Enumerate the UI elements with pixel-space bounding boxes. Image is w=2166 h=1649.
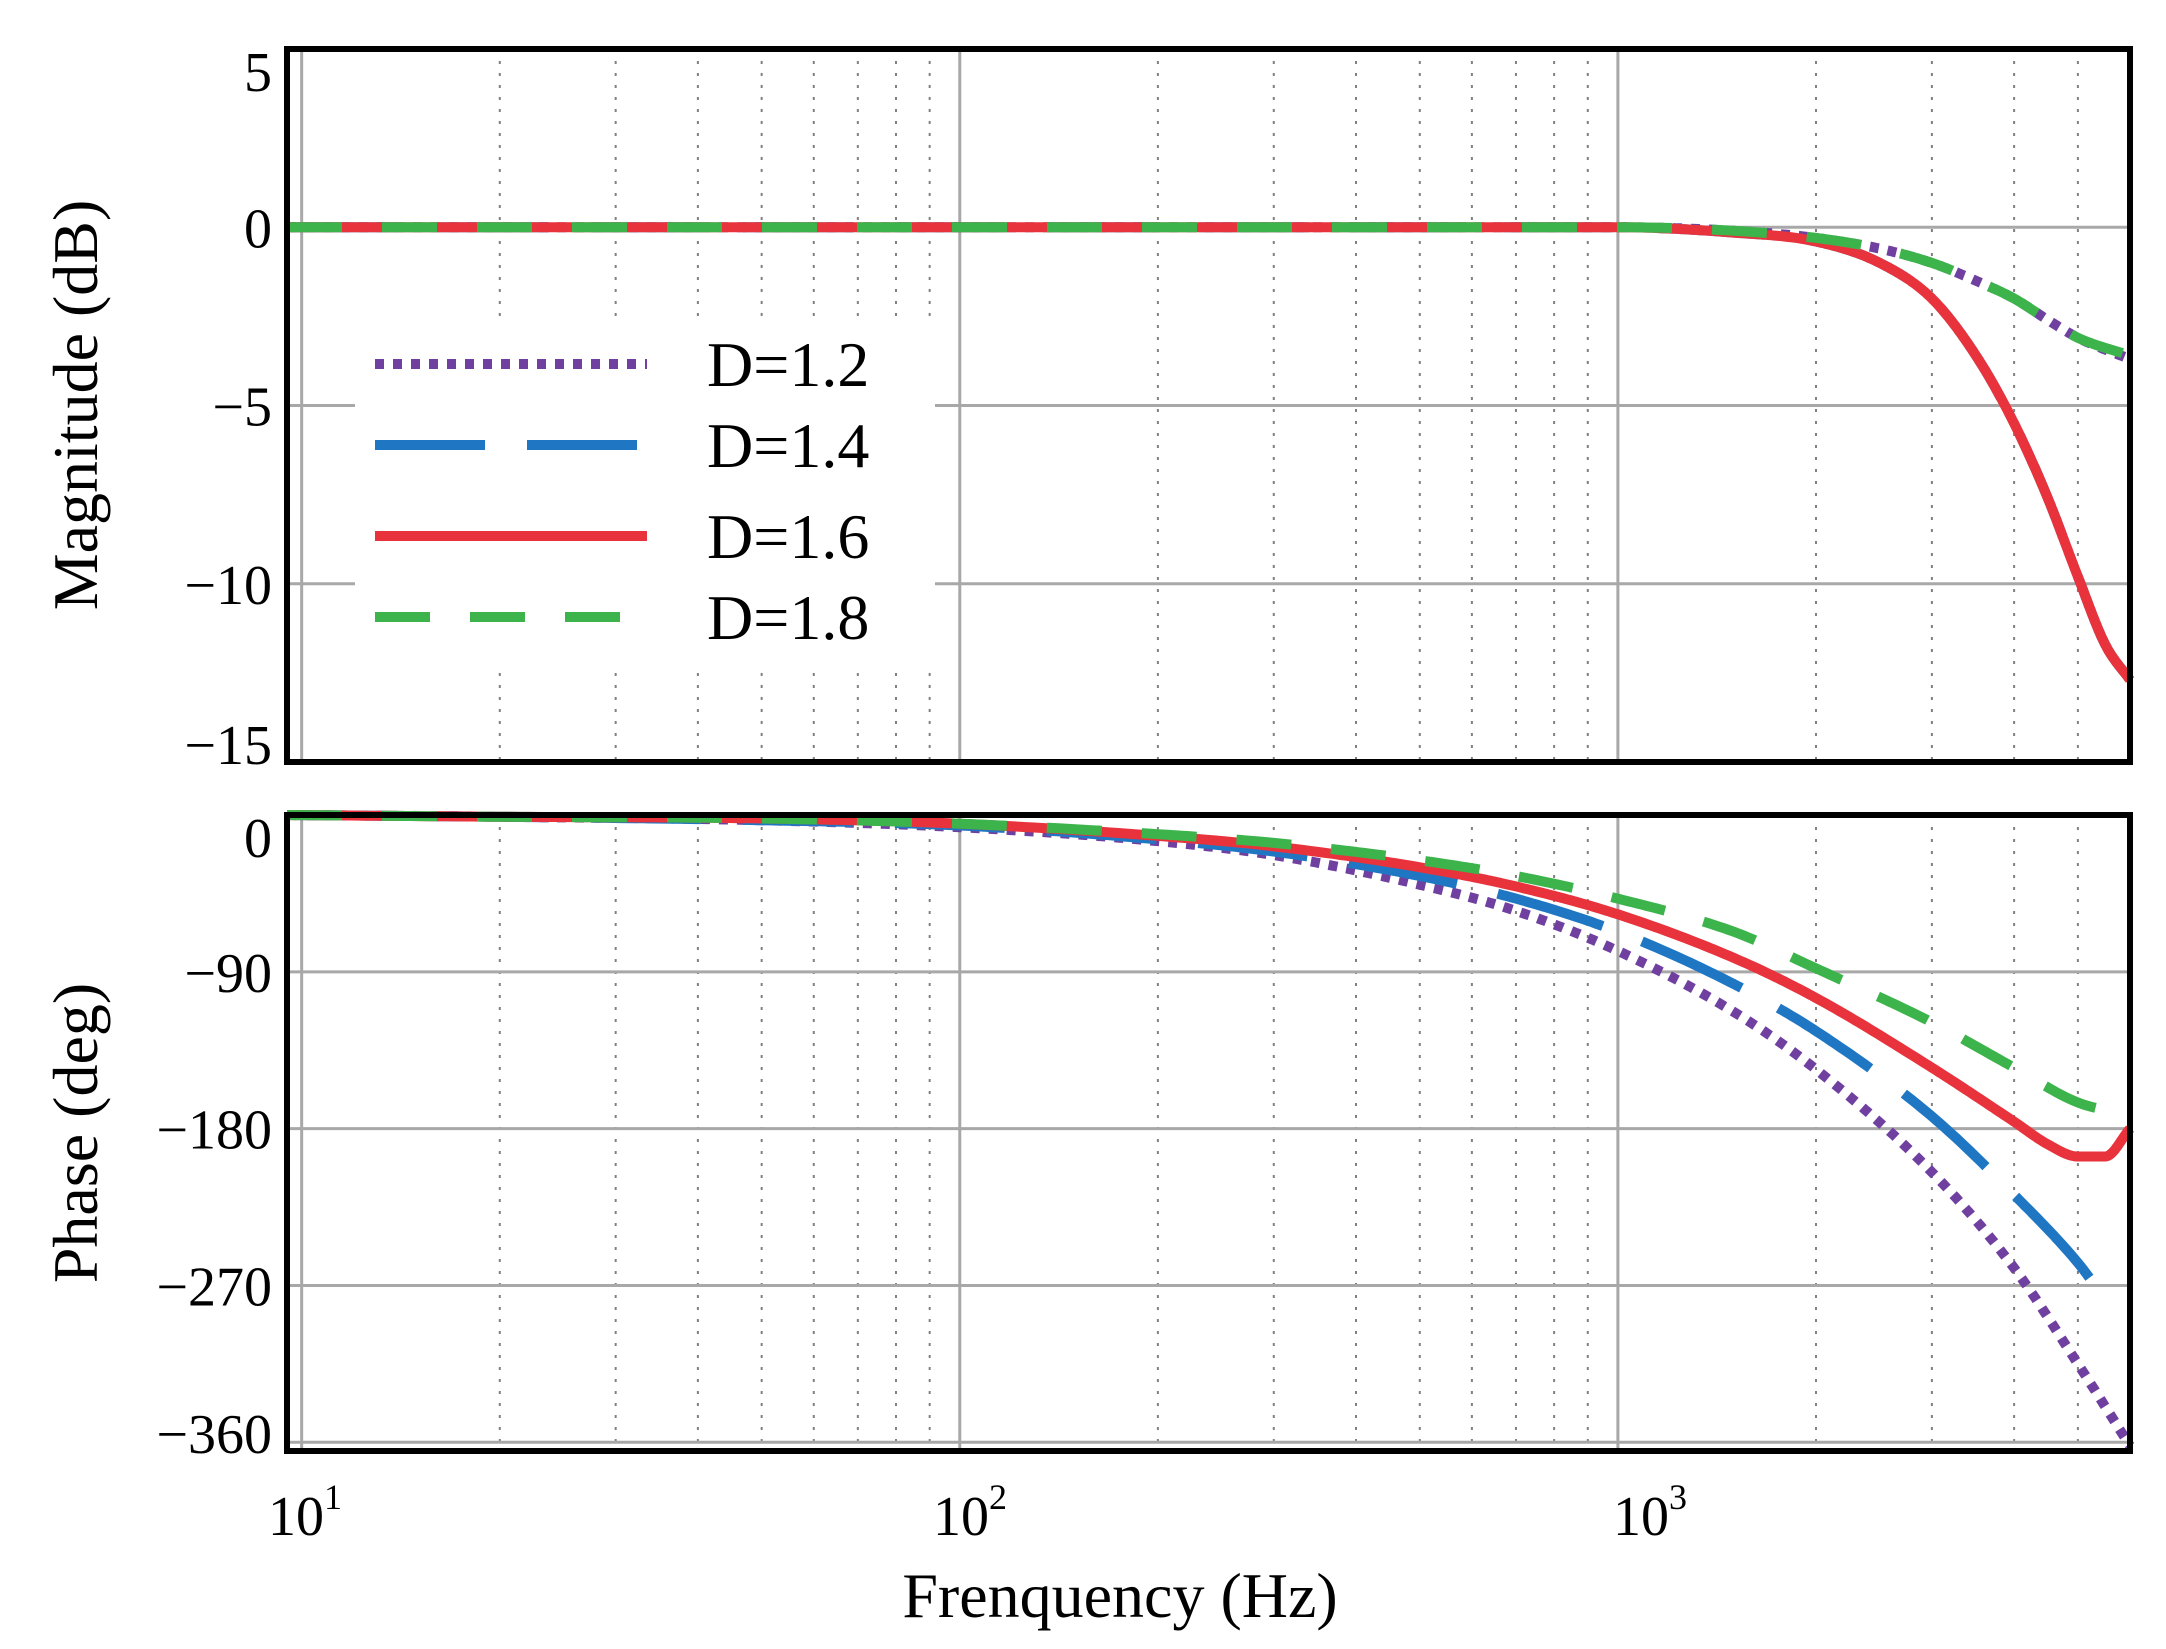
ytick-label: −360 <box>156 1404 272 1466</box>
legend-label-d18: D=1.8 <box>707 582 869 653</box>
xtick-label-10-2: 102 <box>933 1477 1007 1548</box>
ytick-label: −90 <box>184 943 272 1005</box>
series-d-18-line <box>286 810 2133 1120</box>
phase-plot-area <box>287 815 2130 1451</box>
ytick-label: 0 <box>244 808 272 870</box>
legend-label-d14: D=1.4 <box>707 410 869 481</box>
magnitude-ytick-labels: 5 0 −5 −10 −15 <box>184 42 272 777</box>
magnitude-curves <box>287 222 2135 684</box>
magnitude-axes-frame <box>284 46 2133 765</box>
ytick-label: −180 <box>156 1100 272 1162</box>
ytick-label: −5 <box>212 377 272 439</box>
magnitude-ylabel: Magnitude (dB) <box>40 200 111 611</box>
legend-box <box>355 320 935 665</box>
x-tick-labels: 101 102 103 <box>268 1477 1687 1548</box>
xtick-label-10-3: 103 <box>1613 1477 1687 1548</box>
legend-label-d16: D=1.6 <box>707 501 869 572</box>
legend: D=1.2 D=1.4 D=1.6 D=1.8 <box>355 320 935 665</box>
legend-label-d12: D=1.2 <box>707 329 869 400</box>
ytick-label: 5 <box>244 42 272 104</box>
ytick-label: −270 <box>156 1256 272 1318</box>
ytick-label: −15 <box>184 715 272 777</box>
phase-grid <box>287 813 2131 1451</box>
phase-curves <box>286 810 2135 1449</box>
phase-panel: 0 −90 −180 −270 −360 Phase (deg) <box>40 808 2135 1466</box>
phase-axes-frame <box>284 812 2133 1454</box>
ytick-label: 0 <box>244 198 272 260</box>
phase-ytick-labels: 0 −90 −180 −270 −360 <box>156 808 272 1466</box>
phase-ylabel: Phase (deg) <box>40 983 111 1283</box>
x-axis-label: Frenquency (Hz) <box>902 1560 1337 1631</box>
xtick-label-10-1: 101 <box>268 1477 342 1548</box>
magnitude-panel: 5 0 −5 −10 −15 Magnitude (dB) D=1.2 D=1.4 D=… <box>40 42 2135 777</box>
ytick-label: −10 <box>184 555 272 617</box>
series-d-18-line <box>287 222 2133 361</box>
